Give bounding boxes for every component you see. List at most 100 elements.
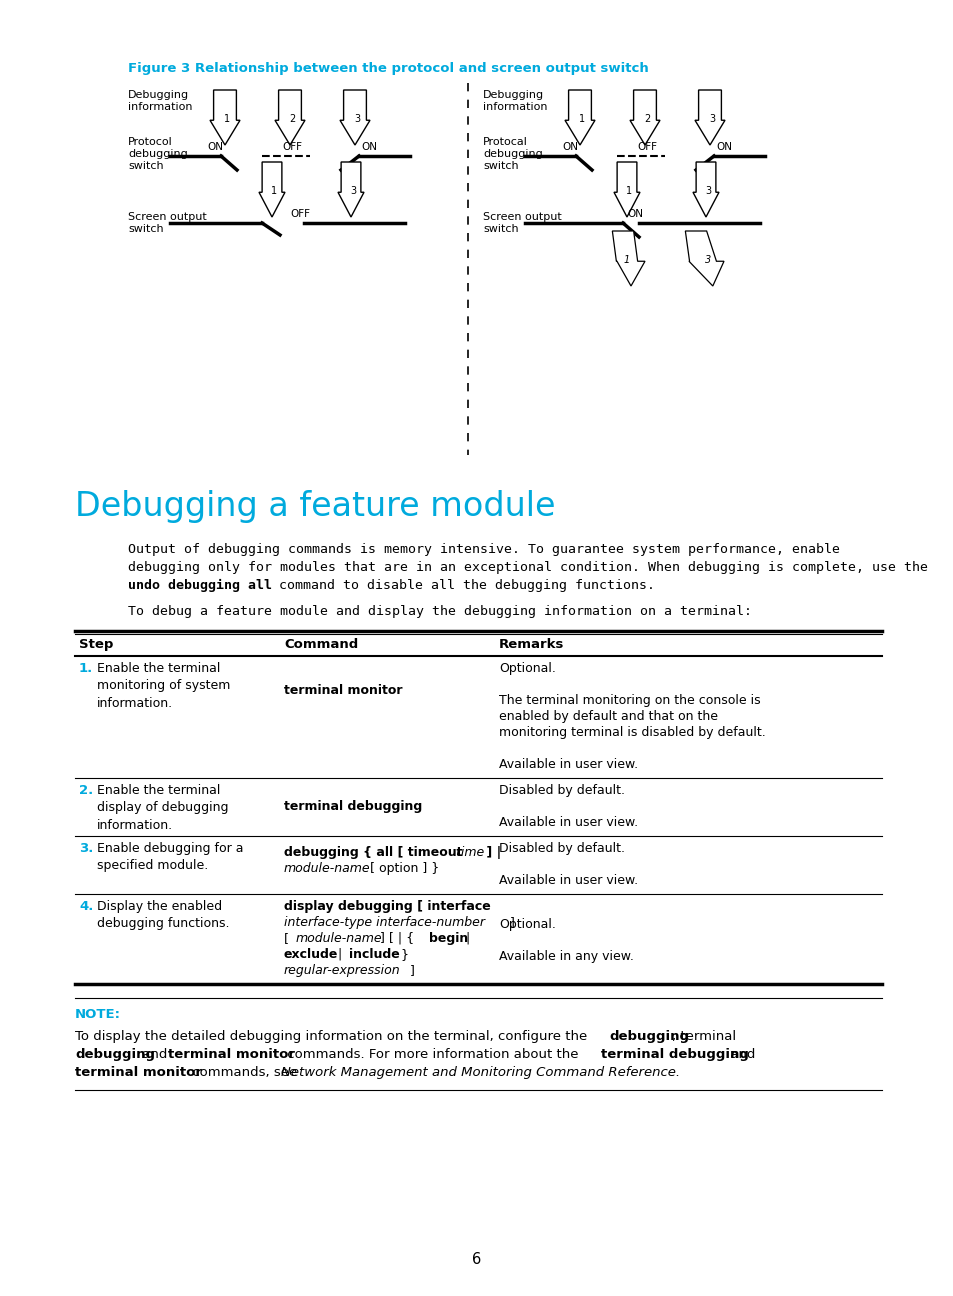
Text: 3: 3 (354, 114, 359, 123)
Text: Optional.: Optional. (498, 918, 556, 931)
Text: ON: ON (207, 143, 223, 152)
Polygon shape (258, 162, 285, 216)
Text: Screen output
switch: Screen output switch (128, 211, 207, 235)
Polygon shape (274, 89, 305, 145)
Text: and: and (725, 1048, 755, 1061)
Text: Available in any view.: Available in any view. (498, 950, 633, 963)
Text: Enable debugging for a
specified module.: Enable debugging for a specified module. (97, 842, 243, 872)
Text: ON: ON (561, 143, 578, 152)
Polygon shape (612, 231, 644, 286)
Text: OFF: OFF (637, 143, 657, 152)
Polygon shape (210, 89, 240, 145)
Text: 1: 1 (578, 114, 584, 123)
Text: command to disable all the debugging functions.: command to disable all the debugging fun… (271, 579, 655, 592)
Text: terminal monitor: terminal monitor (75, 1067, 202, 1080)
Text: terminal monitor: terminal monitor (168, 1048, 294, 1061)
Text: Optional.: Optional. (498, 662, 556, 675)
Polygon shape (692, 162, 719, 216)
Text: 1: 1 (623, 254, 630, 264)
Polygon shape (337, 162, 364, 216)
Text: commands. For more information about the: commands. For more information about the (283, 1048, 582, 1061)
Polygon shape (339, 89, 370, 145)
Text: 1: 1 (625, 185, 632, 196)
Text: interface-type interface-number: interface-type interface-number (284, 916, 484, 929)
Text: Network Management and Monitoring Command Reference.: Network Management and Monitoring Comman… (281, 1067, 679, 1080)
Text: ON: ON (360, 143, 376, 152)
Text: 2.: 2. (79, 784, 93, 797)
Text: undo debugging all: undo debugging all (128, 579, 272, 592)
Text: [ option ] }: [ option ] } (366, 862, 438, 875)
Text: debugging only for modules that are in an exceptional condition. When debugging : debugging only for modules that are in a… (128, 561, 927, 574)
Text: 1: 1 (271, 185, 276, 196)
Polygon shape (614, 162, 639, 216)
Text: To debug a feature module and display the debugging information on a terminal:: To debug a feature module and display th… (128, 605, 751, 618)
Text: Protocal
debugging
switch: Protocal debugging switch (482, 136, 542, 171)
Text: 3: 3 (350, 185, 355, 196)
Text: ]: ] (505, 916, 515, 929)
Text: 4.: 4. (79, 899, 93, 912)
Text: terminal debugging: terminal debugging (600, 1048, 748, 1061)
Text: debugging { all [ timeout: debugging { all [ timeout (284, 846, 462, 859)
Text: monitoring terminal is disabled by default.: monitoring terminal is disabled by defau… (498, 726, 765, 739)
Text: time: time (452, 846, 484, 859)
Text: Screen output
switch: Screen output switch (482, 211, 561, 235)
Polygon shape (564, 89, 595, 145)
Text: ] |: ] | (481, 846, 500, 859)
Text: 3: 3 (704, 254, 710, 264)
Text: Enable the terminal
display of debugging
information.: Enable the terminal display of debugging… (97, 784, 229, 832)
Text: Available in user view.: Available in user view. (498, 758, 638, 771)
Text: Debugging
information: Debugging information (482, 89, 547, 113)
Polygon shape (684, 231, 723, 286)
Text: Debugging a feature module: Debugging a feature module (75, 490, 555, 524)
Text: ON: ON (626, 209, 642, 219)
Text: OFF: OFF (290, 209, 310, 219)
Polygon shape (629, 89, 659, 145)
Text: exclude: exclude (284, 947, 338, 962)
Text: module-name: module-name (295, 932, 382, 945)
Text: Remarks: Remarks (498, 638, 564, 651)
Text: ON: ON (716, 143, 731, 152)
Text: Protocol
debugging
switch: Protocol debugging switch (128, 136, 188, 171)
Text: [: [ (284, 932, 293, 945)
Text: begin: begin (429, 932, 468, 945)
Text: Command: Command (284, 638, 358, 651)
Text: regular-expression: regular-expression (284, 964, 400, 977)
Text: debugging: debugging (608, 1030, 688, 1043)
Text: To display the detailed debugging information on the terminal, configure the: To display the detailed debugging inform… (75, 1030, 591, 1043)
Text: 3.: 3. (79, 842, 93, 855)
Text: Figure 3 Relationship between the protocol and screen output switch: Figure 3 Relationship between the protoc… (128, 62, 648, 75)
Text: }: } (396, 947, 409, 962)
Text: Enable the terminal
monitoring of system
information.: Enable the terminal monitoring of system… (97, 662, 230, 710)
Text: 1: 1 (224, 114, 230, 123)
Text: enabled by default and that on the: enabled by default and that on the (498, 710, 718, 723)
Text: |: | (461, 932, 470, 945)
Text: NOTE:: NOTE: (75, 1008, 121, 1021)
Text: module-name: module-name (284, 862, 370, 875)
Text: Display the enabled
debugging functions.: Display the enabled debugging functions. (97, 899, 230, 931)
Text: display debugging [ interface: display debugging [ interface (284, 899, 490, 912)
Polygon shape (695, 89, 724, 145)
Text: commands, see: commands, see (188, 1067, 301, 1080)
Text: ]: ] (406, 964, 415, 977)
Text: Available in user view.: Available in user view. (498, 874, 638, 886)
Text: terminal debugging: terminal debugging (284, 800, 422, 813)
Text: terminal monitor: terminal monitor (284, 684, 402, 697)
Text: and: and (138, 1048, 172, 1061)
Text: debugging: debugging (75, 1048, 154, 1061)
Text: 2: 2 (643, 114, 649, 123)
Text: The terminal monitoring on the console is: The terminal monitoring on the console i… (498, 693, 760, 708)
Text: Step: Step (79, 638, 113, 651)
Text: Debugging
information: Debugging information (128, 89, 193, 113)
Text: 3: 3 (708, 114, 715, 123)
Text: ] [ | {: ] [ | { (375, 932, 417, 945)
Text: Disabled by default.: Disabled by default. (498, 784, 624, 797)
Text: include: include (349, 947, 399, 962)
Text: 6: 6 (472, 1252, 481, 1267)
Text: 2: 2 (289, 114, 294, 123)
Text: Available in user view.: Available in user view. (498, 816, 638, 829)
Text: Disabled by default.: Disabled by default. (498, 842, 624, 855)
Text: OFF: OFF (282, 143, 302, 152)
Text: |: | (334, 947, 346, 962)
Text: , terminal: , terminal (671, 1030, 736, 1043)
Text: 3: 3 (704, 185, 710, 196)
